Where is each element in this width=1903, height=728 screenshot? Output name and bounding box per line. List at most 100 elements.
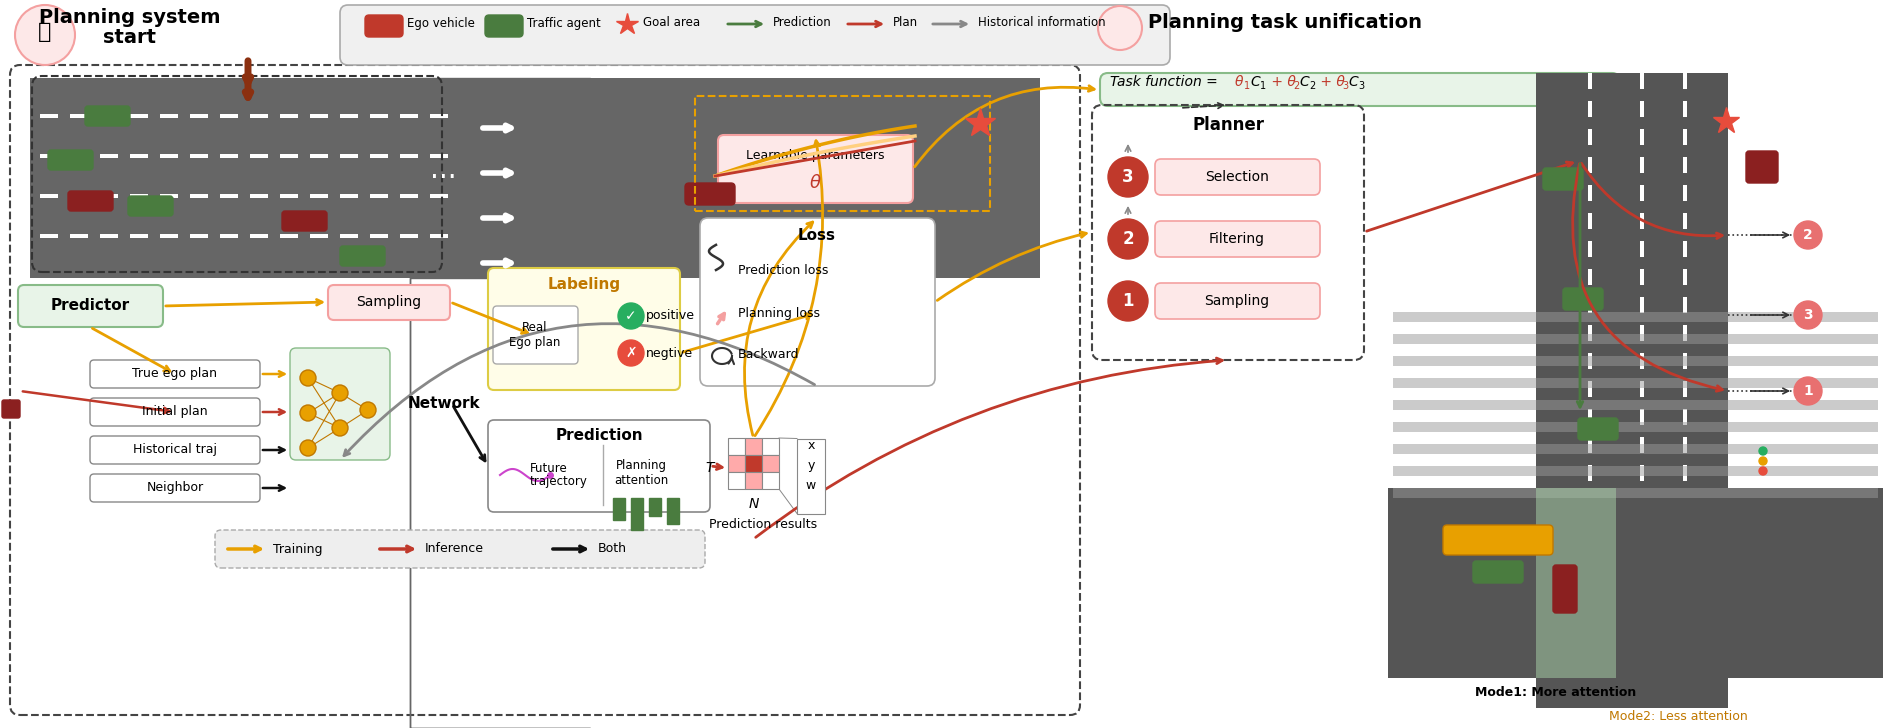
Bar (1682, 213, 1686, 229)
Bar (249, 114, 268, 118)
Bar (1587, 269, 1593, 285)
Text: Initial plan: Initial plan (143, 405, 207, 419)
Bar (190, 114, 207, 118)
Circle shape (301, 370, 316, 386)
Bar (1682, 325, 1686, 341)
Text: attention: attention (615, 473, 668, 486)
Circle shape (1795, 377, 1821, 405)
Text: 1: 1 (1804, 384, 1814, 398)
Bar (1640, 73, 1644, 89)
Bar (1682, 185, 1686, 201)
Bar (369, 234, 388, 238)
Text: 1: 1 (1123, 292, 1134, 310)
Text: ✗: ✗ (626, 346, 638, 360)
Bar (160, 154, 179, 158)
Text: C: C (1300, 75, 1309, 89)
Text: 2: 2 (1309, 81, 1315, 91)
FancyBboxPatch shape (327, 285, 449, 320)
Bar (590, 78, 1041, 278)
Bar (1640, 269, 1644, 285)
Text: θ: θ (1235, 75, 1243, 89)
Text: Ego vehicle: Ego vehicle (407, 17, 476, 30)
Bar (1587, 297, 1593, 313)
Text: Learnable parameters: Learnable parameters (746, 149, 885, 162)
Bar (1587, 325, 1593, 341)
Bar (1682, 269, 1686, 285)
FancyBboxPatch shape (89, 436, 261, 464)
Text: Traffic agent: Traffic agent (527, 17, 601, 30)
Bar (797, 438, 826, 513)
Bar (190, 154, 207, 158)
FancyBboxPatch shape (717, 135, 913, 203)
Text: Plan: Plan (893, 17, 917, 30)
FancyBboxPatch shape (341, 246, 384, 266)
Text: ✓: ✓ (626, 309, 638, 323)
Bar (1640, 437, 1644, 453)
Bar (129, 114, 148, 118)
Circle shape (331, 420, 348, 436)
Text: Mode2: Less attention: Mode2: Less attention (1608, 710, 1747, 722)
Bar (280, 234, 299, 238)
Circle shape (1795, 221, 1821, 249)
Bar (613, 498, 624, 520)
Text: 2: 2 (1292, 81, 1300, 91)
FancyBboxPatch shape (485, 15, 523, 37)
Bar (249, 154, 268, 158)
FancyBboxPatch shape (1553, 565, 1578, 613)
Text: Sampling: Sampling (356, 295, 422, 309)
Bar (744, 472, 761, 489)
Bar (744, 455, 761, 472)
Circle shape (1108, 219, 1148, 259)
Bar (129, 154, 148, 158)
FancyBboxPatch shape (2, 400, 21, 418)
Text: C: C (1347, 75, 1357, 89)
Bar (1587, 213, 1593, 229)
Bar (1587, 241, 1593, 257)
Text: Selection: Selection (1205, 170, 1269, 184)
Bar (400, 154, 419, 158)
Bar (1393, 334, 1878, 344)
FancyBboxPatch shape (1578, 418, 1618, 440)
Bar (1640, 213, 1644, 229)
Bar (1682, 129, 1686, 145)
Text: x: x (807, 439, 814, 452)
Bar (40, 154, 57, 158)
Text: C: C (1250, 75, 1260, 89)
Bar (1640, 409, 1644, 425)
Text: Planning system: Planning system (40, 8, 221, 27)
Bar (1393, 444, 1878, 454)
Text: Mode1: More attention: Mode1: More attention (1475, 686, 1637, 698)
FancyBboxPatch shape (1442, 525, 1553, 555)
Bar (744, 438, 761, 455)
Bar (695, 96, 990, 211)
Text: + θ: + θ (1317, 75, 1345, 89)
FancyBboxPatch shape (1543, 168, 1583, 190)
Text: Loss: Loss (797, 227, 835, 242)
Bar (341, 114, 358, 118)
Bar (1587, 409, 1593, 425)
Text: Training: Training (272, 542, 322, 555)
Text: Task function =: Task function = (1109, 75, 1222, 89)
FancyBboxPatch shape (341, 5, 1170, 65)
Circle shape (618, 303, 643, 329)
Circle shape (1098, 6, 1142, 50)
Circle shape (1758, 457, 1768, 465)
Text: 3: 3 (1359, 81, 1364, 91)
Bar (1393, 422, 1878, 432)
Bar (341, 154, 358, 158)
Bar (400, 194, 419, 198)
Bar (160, 114, 179, 118)
FancyBboxPatch shape (493, 306, 579, 364)
Bar (729, 438, 744, 455)
Bar (280, 194, 299, 198)
Bar (221, 154, 238, 158)
FancyBboxPatch shape (89, 398, 261, 426)
Bar (1682, 409, 1686, 425)
Text: Planning loss: Planning loss (738, 306, 820, 320)
Text: Historical information: Historical information (978, 17, 1106, 30)
Bar (1682, 381, 1686, 397)
Bar (1682, 297, 1686, 313)
Circle shape (360, 402, 377, 418)
Text: Planner: Planner (1191, 116, 1264, 134)
Text: Labeling: Labeling (548, 277, 620, 291)
